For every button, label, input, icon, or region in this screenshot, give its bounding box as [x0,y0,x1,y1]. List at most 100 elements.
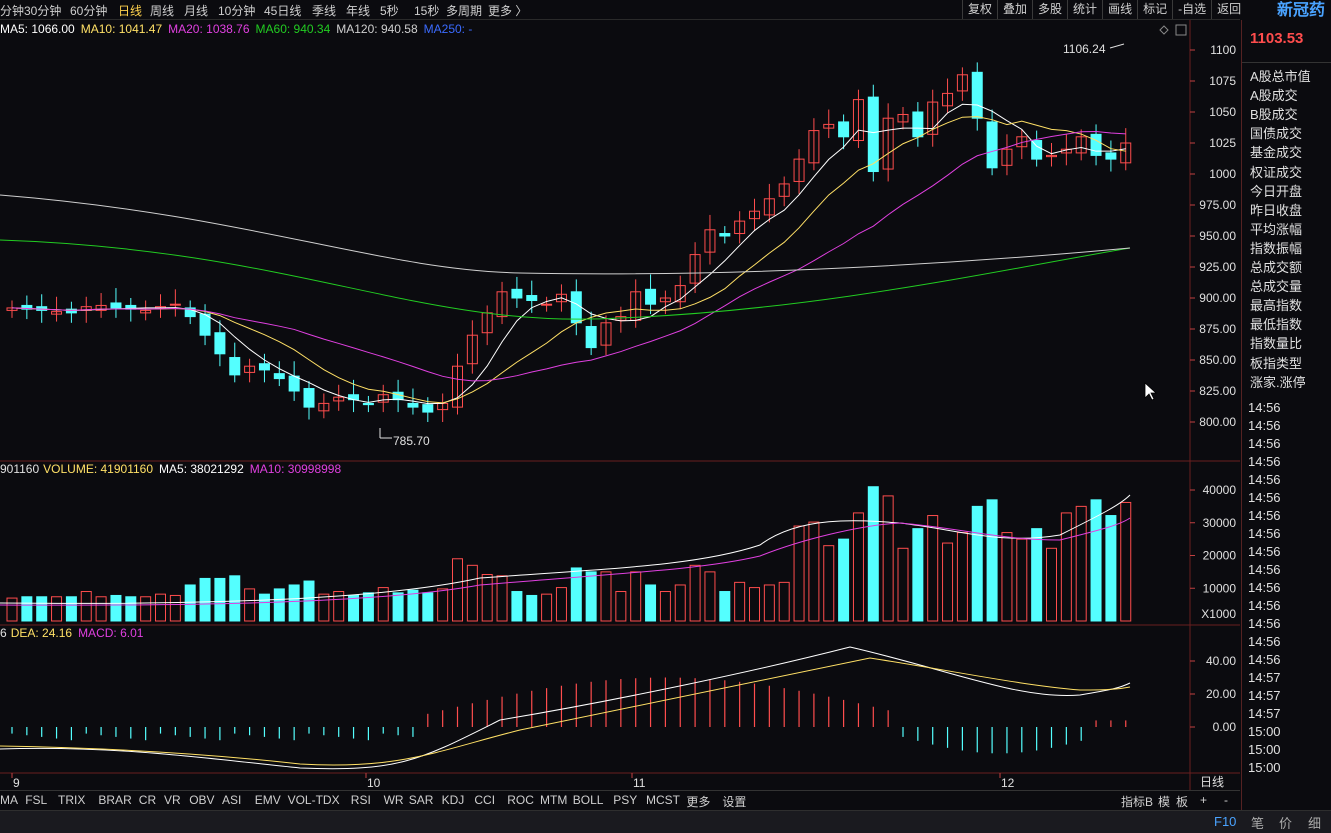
status-tab-1[interactable]: 价 [1279,816,1293,831]
tick-time: 14:56 [1248,544,1281,559]
f10-key[interactable]: F10 [1214,814,1237,829]
date-axis-label[interactable]: 日线 [1200,775,1224,789]
info-item-14[interactable]: 指数量比 [1250,336,1303,352]
tool-1[interactable]: 叠加 [997,0,1032,19]
chart-tool-2[interactable]: 板 [1176,795,1189,809]
tick-time: 14:56 [1248,508,1281,523]
indicator-cci[interactable]: CCI [474,793,496,807]
chart-tool-3[interactable]: + [1200,793,1208,807]
diamond-icon[interactable] [1159,25,1169,35]
info-item-9[interactable]: 指数振幅 [1250,240,1303,256]
period-6[interactable]: 10分钟 [218,4,256,18]
candle [95,293,107,318]
candle [734,211,746,244]
indicator-sar[interactable]: SAR [408,793,434,807]
panel-toggle-icon[interactable] [1175,24,1187,36]
info-item-2[interactable]: B股成交 [1250,107,1298,123]
indicator-boll[interactable]: BOLL [572,793,604,807]
chart-tool-1[interactable]: 模 [1158,795,1171,809]
indicator-trix[interactable]: TRIX [58,793,86,807]
period-1[interactable]: 30分钟 [24,4,62,18]
volume-bar [244,588,256,622]
period-4[interactable]: 周线 [150,4,175,18]
period-7[interactable]: 45日线 [264,4,302,18]
candle [362,395,374,413]
ma20-value: MA20: 1038.76 [168,22,250,36]
volume-tick: 40000 [1203,483,1237,497]
indicator-fsl[interactable]: FSL [25,793,48,807]
indicator-更多[interactable]: 更多 [686,795,711,809]
status-tab-2[interactable]: 细 [1308,816,1322,831]
indicator-roc[interactable]: ROC [507,793,534,807]
tool-6[interactable]: -自选 [1172,0,1211,19]
indicator-mcst[interactable]: MCST [646,793,680,807]
indicator-brar[interactable]: BRAR [98,793,132,807]
info-item-0[interactable]: A股总市值 [1250,69,1311,84]
volume-bar [645,584,657,622]
period-9[interactable]: 年线 [346,4,371,18]
info-item-11[interactable]: 总成交量 [1250,279,1303,295]
chart-tool-0[interactable]: 指标B [1121,795,1154,809]
period-12[interactable]: 多周期 [446,4,483,18]
chart-tool-4[interactable]: - [1224,793,1228,807]
indicator-wr[interactable]: WR [383,793,404,807]
info-item-7[interactable]: 昨日收盘 [1250,202,1303,218]
indicator-vr[interactable]: VR [164,793,181,807]
volume-bar [912,528,924,622]
period-10[interactable]: 5秒 [380,4,399,18]
info-item-13[interactable]: 最低指数 [1250,317,1303,333]
info-item-1[interactable]: A股成交 [1250,88,1298,104]
candle [169,289,181,317]
volume-bar [555,587,567,622]
stock-title[interactable]: 新冠药 [1277,2,1326,19]
volume-legend: 901160 VOLUME: 41901160 MA5: 38021292 MA10:… [0,462,347,476]
period-toolbar: 分钟 30分钟 60分钟 日线 周线 月线 10分钟 45日线 季线 年线 5秒 15秒 多周期 更多 〉 [0,0,1240,20]
period-11[interactable]: 15秒 [414,4,440,18]
volume-bar [956,532,968,622]
tool-2[interactable]: 多股 [1032,0,1067,19]
price-tick: 825.00 [1199,384,1236,398]
tool-5[interactable]: 标记 [1137,0,1172,19]
period-0[interactable]: 分钟 [0,4,25,18]
kline-chart[interactable]: 11001075105010251000975.00950.00925.0090… [0,0,1240,790]
candle [65,301,77,323]
status-bar: 笔价细 F10 [0,810,1331,833]
indicator-ma[interactable]: MA [0,793,18,807]
indicator-asi[interactable]: ASI [222,793,242,807]
indicator-emv[interactable]: EMV [254,793,281,807]
info-item-16[interactable]: 涨家.涨停 [1250,374,1306,390]
tool-4[interactable]: 画线 [1102,0,1137,19]
indicator-设置[interactable]: 设置 [722,795,747,809]
info-item-8[interactable]: 平均涨幅 [1250,221,1303,237]
info-item-15[interactable]: 板指类型 [1250,355,1303,371]
period-3[interactable]: 日线 [118,4,143,18]
indicator-cr[interactable]: CR [138,793,157,807]
indicator-mtm[interactable]: MTM [540,793,568,807]
price-tick: 900.00 [1199,291,1236,305]
info-item-3[interactable]: 国债成交 [1250,126,1303,142]
volume-bar [526,594,538,622]
period-2[interactable]: 60分钟 [70,4,108,18]
indicator-kdj[interactable]: KDJ [441,793,465,807]
period-5[interactable]: 月线 [184,4,209,18]
tool-0[interactable]: 复权 [962,0,997,19]
indicator-psy[interactable]: PSY [613,793,638,807]
period-13[interactable]: 更多 〉 [488,4,528,18]
volume-bar [793,525,805,622]
info-item-5[interactable]: 权证成交 [1250,164,1303,180]
indicator-rsi[interactable]: RSI [350,793,371,807]
volume-ma10: MA10: 30998998 [249,462,342,476]
volume-bar [986,499,998,622]
indicator-obv[interactable]: OBV [189,793,215,807]
status-tab-0[interactable]: 笔 [1251,816,1265,831]
tool-3[interactable]: 统计 [1067,0,1102,19]
period-8[interactable]: 季线 [312,4,337,18]
tick-time: 14:56 [1248,616,1281,631]
candle [882,103,894,182]
info-item-10[interactable]: 总成交额 [1250,260,1303,275]
info-item-6[interactable]: 今日开盘 [1250,183,1303,199]
info-item-4[interactable]: 基金成交 [1250,145,1303,161]
tool-7[interactable]: 返回 [1211,0,1246,19]
indicator-vol-tdx[interactable]: VOL-TDX [287,793,340,807]
info-item-12[interactable]: 最高指数 [1250,298,1303,314]
